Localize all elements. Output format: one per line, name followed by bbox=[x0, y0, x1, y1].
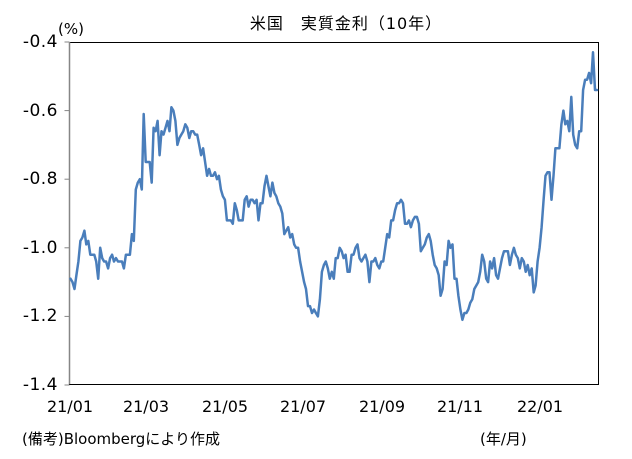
y-axis-ticks bbox=[64, 41, 70, 386]
y-tick-label: -1.4 bbox=[22, 375, 58, 395]
x-tick-label: 21/05 bbox=[201, 397, 249, 416]
y-tick-label: -0.8 bbox=[22, 169, 58, 190]
x-tick-label: 22/01 bbox=[516, 397, 564, 416]
x-axis-unit-label: (年/月) bbox=[480, 430, 527, 448]
x-tick-label: 21/09 bbox=[358, 397, 406, 416]
x-tick-label: 21/03 bbox=[122, 397, 170, 416]
y-axis-unit-label: (%) bbox=[58, 20, 84, 38]
x-tick-label: 21/07 bbox=[279, 397, 327, 416]
real-rate-line bbox=[69, 51, 599, 322]
y-tick-label: -1.2 bbox=[22, 306, 58, 327]
y-tick-label: -1.0 bbox=[22, 237, 58, 258]
y-tick-label: -0.6 bbox=[22, 100, 58, 121]
chart-title: 米国 実質金利（10年） bbox=[249, 14, 443, 33]
y-tick-label: -0.4 bbox=[22, 32, 58, 52]
source-note: (備考)Bloombergにより作成 bbox=[22, 430, 221, 448]
plot-frame bbox=[69, 42, 599, 385]
x-tick-label: 21/01 bbox=[46, 397, 94, 416]
x-tick-label: 21/11 bbox=[436, 397, 484, 416]
